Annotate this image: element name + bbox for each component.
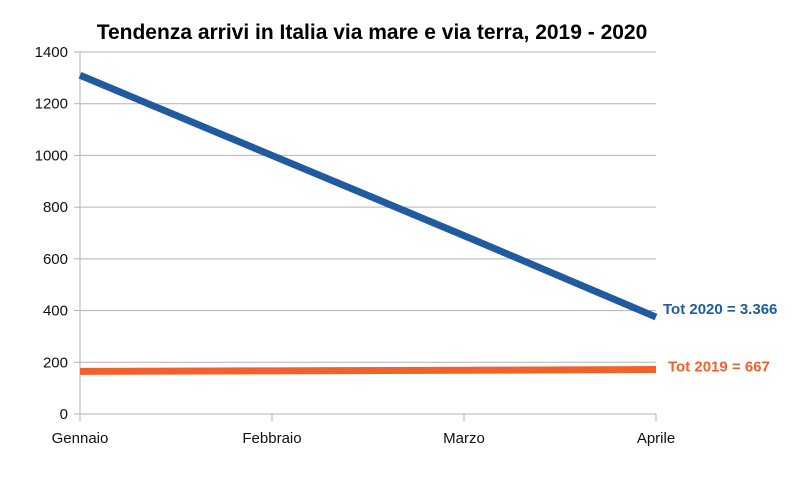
annotations: Tot 2020 = 3.366 Tot 2019 = 667 [663, 301, 777, 375]
x-tick-label: Gennaio [52, 430, 109, 447]
grid [80, 51, 656, 363]
y-tick-label: 200 [43, 354, 68, 371]
y-tick-label: 0 [60, 406, 68, 423]
x-tick-label: Aprile [637, 430, 675, 447]
y-tick-label: 400 [43, 303, 68, 320]
chart-title: Tendenza arrivi in Italia via mare e via… [97, 21, 648, 44]
axes [74, 51, 657, 421]
y-tick-label: 1200 [35, 96, 68, 113]
x-tick-label: Febbraio [242, 430, 301, 447]
x-axis: Gennaio Febbraio Marzo Aprile [52, 430, 676, 447]
series-group [78, 72, 658, 375]
y-tick-label: 1400 [35, 44, 68, 61]
y-axis: 0 200 400 600 800 1000 1200 1400 [35, 44, 68, 423]
y-tick-label: 800 [43, 199, 68, 216]
series-total-label-0: Tot 2020 = 3.366 [663, 301, 777, 318]
series-line-1 [79, 366, 657, 375]
series-total-label-1: Tot 2019 = 667 [668, 359, 770, 376]
y-tick-label: 1000 [35, 147, 68, 164]
y-tick-label: 600 [43, 251, 68, 268]
x-tick-label: Marzo [443, 430, 485, 447]
series-line-0 [78, 72, 658, 321]
